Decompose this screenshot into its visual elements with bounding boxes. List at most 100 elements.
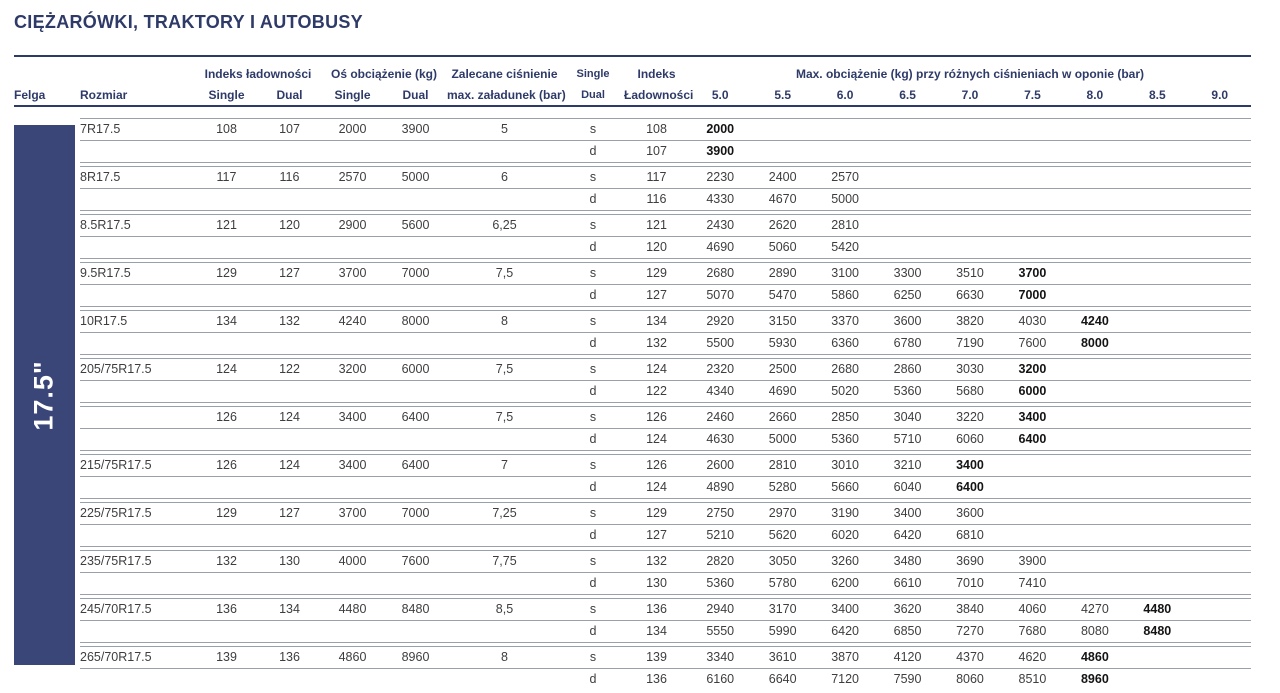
size-cell: 10R17.5	[80, 314, 128, 328]
axle-load-single-cell: 2900	[338, 218, 367, 232]
header-felga: Felga	[14, 88, 46, 102]
axle-load-single-cell: 3400	[338, 458, 367, 472]
load-index-single-cell: 121	[216, 218, 237, 232]
sd-marker: d	[589, 144, 597, 158]
header-axle-load-group: Oś obciążenie (kg)	[330, 67, 438, 81]
load-value-cell: 6640	[768, 672, 797, 686]
load-value-cell: 2500	[768, 362, 797, 376]
axle-load-single-cell: 2000	[338, 122, 367, 136]
header-single-dual-line1: Single	[576, 68, 610, 80]
load-value-cell: 5210	[706, 528, 735, 542]
sd-marker: d	[589, 576, 597, 590]
recommended-pressure-cell: 7	[501, 458, 508, 472]
sd-marker: d	[589, 624, 597, 638]
load-index-cell: 124	[646, 480, 667, 494]
load-value-cell: 6040	[893, 480, 922, 494]
sd-marker: s	[589, 170, 597, 184]
load-value-cell: 8480	[1143, 624, 1172, 638]
load-value-cell: 4270	[1080, 602, 1109, 616]
load-value-cell: 2570	[831, 170, 859, 184]
axle-load-dual-cell: 5000	[401, 170, 430, 184]
load-value-cell: 5860	[831, 288, 859, 302]
table-row: d 130 5360 5780 6200 6610 7010 7410	[80, 573, 1251, 595]
load-value-cell: 7000	[1018, 288, 1047, 302]
load-value-cell: 3480	[893, 554, 922, 568]
axle-load-single-cell: 3700	[338, 506, 367, 520]
table-row: 8.5R17.5 121 120 2900 5600 6,25 s 121 2430 2620 28…	[80, 215, 1251, 237]
load-value-cell: 3610	[768, 650, 797, 664]
recommended-pressure-cell: 8,5	[495, 602, 514, 616]
load-index-dual-cell: 136	[279, 650, 300, 664]
load-value-cell: 6780	[893, 336, 922, 350]
load-value-cell: 2430	[706, 218, 735, 232]
load-index-cell: 136	[646, 602, 667, 616]
load-index-cell: 129	[646, 506, 667, 520]
sd-marker: s	[589, 554, 597, 568]
load-index-single-cell: 126	[216, 458, 237, 472]
load-value-cell: 6400	[1018, 432, 1047, 446]
load-index-cell: 121	[646, 218, 667, 232]
sd-marker: d	[589, 240, 597, 254]
load-value-cell: 5680	[956, 384, 984, 398]
load-index-cell: 134	[646, 314, 667, 328]
load-value-cell: 3010	[831, 458, 859, 472]
table-row: d 107 3900	[80, 141, 1251, 163]
header-recommended-pressure-line2: max. załadunek (bar)	[447, 88, 566, 102]
load-value-cell: 2810	[768, 458, 797, 472]
load-value-cell: 2680	[831, 362, 859, 376]
sd-marker: d	[589, 288, 597, 302]
sd-marker: s	[589, 218, 597, 232]
load-value-cell: 5420	[831, 240, 859, 254]
load-index-dual-cell: 124	[279, 410, 300, 424]
header-load-index2-line2: Ładowności	[624, 88, 694, 102]
table-row: d 122 4340 4690 5020 5360 5680 6000	[80, 381, 1251, 403]
load-value-cell: 6810	[956, 528, 984, 542]
load-value-cell: 3030	[956, 362, 984, 376]
size-cell: 8R17.5	[80, 170, 121, 184]
load-value-cell: 5020	[831, 384, 859, 398]
axle-load-dual-cell: 3900	[401, 122, 430, 136]
size-block: 7R17.5 108 107 2000 3900 5 s 108 2000 d 107 3900	[80, 118, 1251, 163]
load-value-cell: 7010	[956, 576, 984, 590]
load-value-cell: 7600	[1018, 336, 1047, 350]
sd-marker: s	[589, 314, 597, 328]
size-block: 126 124 3400 6400 7,5 s 126 2460 2660 2850 3040 322…	[80, 406, 1251, 451]
header-rozmiar: Rozmiar	[80, 88, 128, 102]
load-value-cell: 4060	[1018, 602, 1047, 616]
load-index-cell: 126	[646, 458, 667, 472]
load-value-cell: 6250	[893, 288, 922, 302]
load-value-cell: 4480	[1143, 602, 1172, 616]
axle-load-dual-cell: 8000	[401, 314, 430, 328]
load-value-cell: 3620	[893, 602, 922, 616]
table-row: 265/70R17.5 139 136 4860 8960 8 s 139 3340 3610 38…	[80, 647, 1251, 669]
load-value-cell: 3400	[893, 506, 922, 520]
load-value-cell: 4630	[706, 432, 735, 446]
load-value-cell: 3050	[768, 554, 797, 568]
load-value-cell: 6850	[893, 624, 922, 638]
load-value-cell: 4340	[706, 384, 735, 398]
size-block: 245/70R17.5 136 134 4480 8480 8,5 s 136 2940 3170…	[80, 598, 1251, 643]
load-value-cell: 4670	[768, 192, 797, 206]
recommended-pressure-cell: 7,75	[492, 554, 517, 568]
load-value-cell: 3370	[831, 314, 859, 328]
size-block: 205/75R17.5 124 122 3200 6000 7,5 s 124 2320 2500…	[80, 358, 1251, 403]
load-value-cell: 6420	[893, 528, 922, 542]
header-pressure-6.0: 6.0	[836, 88, 854, 102]
load-index-cell: 129	[646, 266, 667, 280]
header-recommended-pressure-line1: Zalecane ciśnienie	[451, 67, 558, 81]
rim-size-label: 17.5"	[29, 359, 60, 431]
load-value-cell: 3200	[1018, 362, 1047, 376]
load-value-cell: 4890	[706, 480, 735, 494]
load-value-cell: 5930	[768, 336, 797, 350]
load-value-cell: 7590	[893, 672, 922, 686]
size-cell: 215/75R17.5	[80, 458, 152, 472]
load-value-cell: 3260	[831, 554, 859, 568]
load-value-cell: 2970	[768, 506, 797, 520]
table-row: 215/75R17.5 126 124 3400 6400 7 s 126 2600 2810 30…	[80, 455, 1251, 477]
load-value-cell: 5470	[768, 288, 797, 302]
sd-marker: s	[589, 650, 597, 664]
load-index-cell: 132	[646, 554, 667, 568]
axle-load-dual-cell: 8960	[401, 650, 430, 664]
axle-load-dual-cell: 7600	[401, 554, 430, 568]
load-index-single-cell: 129	[216, 266, 237, 280]
